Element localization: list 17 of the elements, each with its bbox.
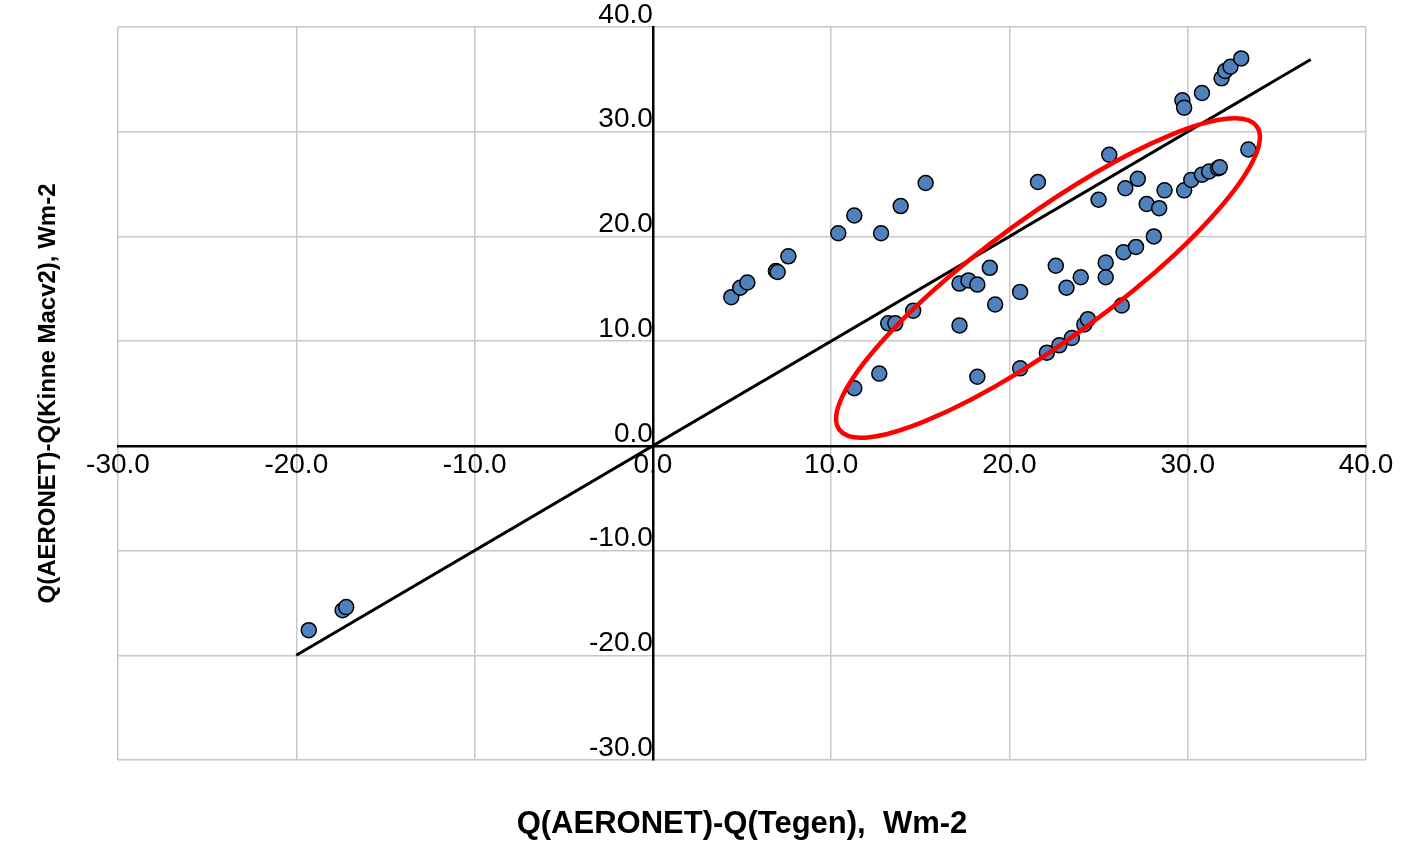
y-tick-label: -20.0 [589, 626, 653, 657]
y-tick-label: 20.0 [598, 207, 653, 239]
y-tick-label: -10.0 [589, 521, 653, 553]
y-tick-label: 30.0 [598, 102, 653, 134]
y-axis-title: Q(AERONET)-Q(Kinne Macv2), Wm-2 [32, 183, 60, 604]
x-tick-label: 10.0 [803, 448, 859, 480]
x-tick-label: -30.0 [86, 448, 150, 480]
x-tick-label: 20.0 [982, 448, 1037, 480]
y-tick-label: -30.0 [589, 730, 653, 762]
y-tick-label: 40.0 [598, 0, 653, 29]
x-axis-title: Q(AERONET)-Q(Tegen), Wm-2 [516, 805, 968, 841]
y-tick-label: 0.0 [613, 416, 653, 448]
x-tick-label: 30.0 [1160, 448, 1215, 480]
x-tick-label: 40.0 [1338, 448, 1394, 480]
x-tick-label: -10.0 [442, 448, 507, 480]
y-tick-label: 10.0 [598, 311, 653, 343]
x-tick-label: -20.0 [264, 448, 329, 480]
